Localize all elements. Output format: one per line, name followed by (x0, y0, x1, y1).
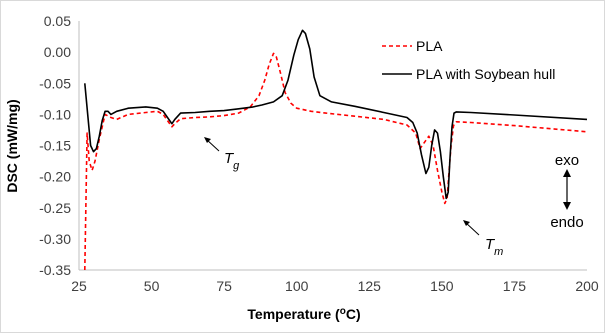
y-tick-label: -0.20 (39, 169, 71, 185)
x-tick-label: 200 (575, 278, 599, 294)
x-tick-label: 75 (216, 278, 232, 294)
endo-arrowhead-icon (563, 202, 571, 210)
tg-arrowhead-icon (204, 137, 211, 143)
y-tick-label: -0.05 (39, 75, 71, 91)
x-axis-title-main: Temperature ( (247, 306, 340, 322)
x-axis-title: Temperature (oC) (247, 306, 360, 323)
y-tick-label: -0.10 (39, 106, 71, 122)
axes (78, 21, 587, 271)
y-tick-label: -0.15 (39, 138, 71, 154)
x-tick-label: 125 (358, 278, 382, 294)
tg-label: Tg (224, 150, 240, 172)
x-axis-title-tail: C) (346, 306, 361, 322)
series-layer (84, 29, 588, 271)
tg-label-main: T (224, 150, 235, 167)
annotation-exo-endo: exo endo (550, 152, 583, 231)
exo-label: exo (555, 152, 579, 169)
y-tick-label: 0.00 (44, 44, 71, 60)
y-tick-label: -0.25 (39, 200, 71, 216)
y-tick-label: 0.05 (44, 13, 71, 29)
tm-label-main: T (485, 236, 496, 253)
tm-arrowhead-icon (463, 220, 470, 226)
x-tick-label: 150 (430, 278, 454, 294)
legend-label-soybean: PLA with Soybean hull (416, 66, 555, 82)
x-tick-label: 50 (144, 278, 160, 294)
endo-label: endo (550, 214, 583, 231)
annotation-tg: Tg (204, 137, 240, 172)
x-tick-label: 175 (503, 278, 527, 294)
x-tick-label: 25 (71, 278, 87, 294)
x-tick-labels: 25 50 75 100 125 150 175 200 (71, 278, 599, 294)
x-axis-title-sup: o (340, 306, 346, 317)
legend-label-pla: PLA (416, 38, 443, 54)
y-axis-title: DSC (mW/mg) (4, 99, 20, 192)
y-tick-labels: 0.05 0.00 -0.05 -0.10 -0.15 -0.20 -0.25 -0.30 -0… (39, 13, 71, 278)
tg-label-sub: g (233, 160, 240, 172)
y-tick-label: -0.30 (39, 231, 71, 247)
tm-label-sub: m (494, 246, 503, 258)
annotation-tm: Tm (463, 220, 503, 258)
exo-arrowhead-icon (563, 169, 571, 177)
series-line-pla-soybean-hull (84, 29, 588, 200)
series-line-pla (84, 52, 588, 271)
x-tick-label: 100 (285, 278, 309, 294)
y-tick-label: -0.35 (39, 262, 71, 278)
legend: PLA PLA with Soybean hull (382, 38, 555, 82)
tm-label: Tm (485, 236, 503, 258)
